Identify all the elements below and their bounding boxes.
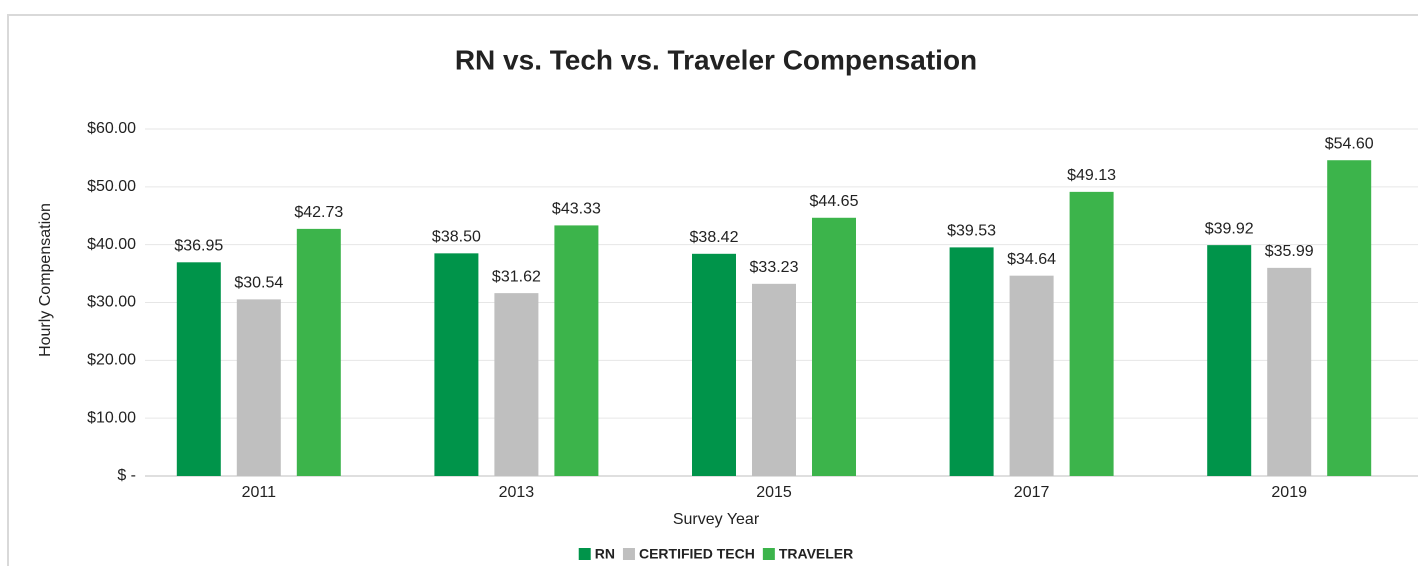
bar	[752, 283, 796, 476]
data-label: $33.23	[750, 259, 799, 276]
bar	[554, 225, 599, 476]
y-tick-label: $ -	[117, 467, 136, 484]
data-label: $31.62	[492, 268, 541, 285]
data-label: $36.95	[174, 238, 223, 255]
data-label: $30.54	[234, 275, 283, 292]
data-label: $42.73	[294, 204, 343, 221]
legend-swatch	[762, 548, 775, 560]
x-tick-label: 2013	[499, 484, 535, 501]
legend-label: CERTIFIED TECH	[639, 546, 755, 562]
bar	[692, 253, 736, 476]
x-tick-label: 2017	[1014, 484, 1050, 501]
y-tick-label: $60.00	[87, 120, 136, 137]
bar	[494, 293, 539, 476]
legend-label: RN	[595, 546, 615, 562]
x-tick-label: 2019	[1271, 484, 1307, 501]
x-axis-title: Survey Year	[673, 511, 760, 528]
x-tick-label: 2011	[242, 484, 277, 501]
bar	[812, 217, 856, 476]
data-label: $34.64	[1007, 251, 1056, 268]
bar	[434, 253, 479, 476]
y-tick-label: $50.00	[87, 178, 136, 195]
y-tick-label: $40.00	[87, 236, 136, 253]
y-axis-title: Hourly Compensation	[37, 203, 54, 357]
bar	[236, 299, 281, 476]
chart-title: RN vs. Tech vs. Traveler Compensation	[455, 44, 977, 75]
bar	[1069, 191, 1114, 476]
data-label: $39.53	[947, 223, 996, 240]
data-label: $35.99	[1265, 243, 1314, 260]
y-tick-label: $10.00	[87, 409, 136, 426]
bar	[1327, 160, 1372, 477]
x-tick-label: 2015	[756, 484, 792, 501]
legend-swatch	[578, 548, 591, 560]
legend-label: TRAVELER	[779, 546, 853, 562]
data-label: $54.60	[1325, 135, 1374, 152]
bar	[1009, 275, 1054, 476]
bar	[949, 247, 994, 476]
data-label: $38.50	[432, 229, 481, 246]
data-label: $39.92	[1205, 220, 1254, 237]
data-label: $38.42	[690, 229, 739, 246]
bar	[1207, 245, 1252, 476]
bar	[296, 228, 341, 476]
data-label: $49.13	[1067, 167, 1116, 184]
y-tick-label: $30.00	[87, 294, 136, 311]
bar	[176, 262, 221, 476]
data-label: $44.65	[810, 193, 859, 210]
bar	[1267, 267, 1312, 476]
data-label: $43.33	[552, 201, 601, 218]
legend-swatch	[622, 548, 635, 560]
chart-border	[7, 14, 1418, 566]
y-tick-label: $20.00	[87, 352, 136, 369]
